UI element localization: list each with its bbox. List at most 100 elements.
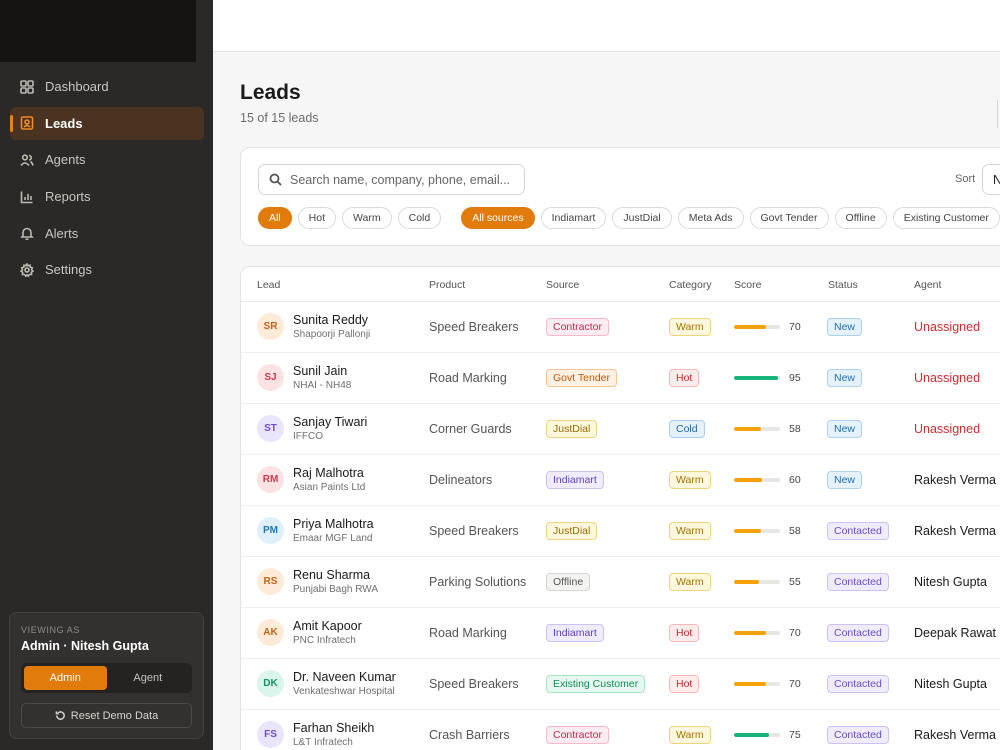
table-body: SR Sunita Reddy Shapoorji Pallonji Speed Br… bbox=[241, 302, 1000, 750]
search-input[interactable] bbox=[290, 172, 510, 187]
lead-name[interactable]: Sunita Reddy bbox=[293, 313, 369, 327]
score-cell: 60 bbox=[734, 474, 801, 486]
source-badge: JustDial bbox=[546, 522, 598, 540]
source-badge: Contractor bbox=[546, 726, 610, 744]
product-cell: Delineators bbox=[429, 473, 493, 487]
sidebar-item-reports[interactable]: Reports bbox=[10, 180, 204, 213]
sidebar-item-dashboard[interactable]: Dashboard bbox=[10, 70, 204, 103]
score-bar bbox=[734, 325, 780, 329]
col-product[interactable]: Product bbox=[429, 279, 466, 291]
agent-cell[interactable]: Nitesh Gupta bbox=[914, 677, 987, 691]
score-value: 55 bbox=[789, 576, 801, 588]
chip-category-cold[interactable]: Cold bbox=[397, 207, 442, 229]
lead-name[interactable]: Amit Kapoor bbox=[293, 619, 362, 633]
chip-source-offline[interactable]: Offline bbox=[834, 207, 887, 229]
table-row[interactable]: ST Sanjay Tiwari IFFCO Corner Guards JustDia… bbox=[241, 404, 1000, 455]
score-bar bbox=[734, 478, 780, 482]
col-source[interactable]: Source bbox=[546, 279, 580, 291]
lead-name[interactable]: Sanjay Tiwari bbox=[293, 415, 368, 429]
product-cell: Crash Barriers bbox=[429, 728, 510, 742]
agent-cell[interactable]: Rakesh Verma bbox=[914, 728, 996, 742]
sidebar: Dashboard Leads Agents Reports Alerts Se… bbox=[0, 0, 213, 750]
table-row[interactable]: FS Farhan Sheikh L&T Infratech Crash Barrie… bbox=[241, 710, 1000, 750]
source-badge: Govt Tender bbox=[546, 369, 618, 387]
col-status[interactable]: Status bbox=[828, 279, 858, 291]
score-bar bbox=[734, 529, 780, 533]
agent-cell[interactable]: Nitesh Gupta bbox=[914, 575, 987, 589]
reset-label: Reset Demo Data bbox=[70, 709, 159, 722]
lead-name[interactable]: Farhan Sheikh bbox=[293, 721, 375, 735]
chip-source-govt-tender[interactable]: Govt Tender bbox=[749, 207, 829, 229]
sidebar-item-label: Dashboard bbox=[45, 79, 109, 94]
category-badge: Hot bbox=[669, 624, 700, 642]
table-row[interactable]: SR Sunita Reddy Shapoorji Pallonji Speed Br… bbox=[241, 302, 1000, 353]
table-row[interactable]: AK Amit Kapoor PNC Infratech Road Marking In… bbox=[241, 608, 1000, 659]
table-row[interactable]: PM Priya Malhotra Emaar MGF Land Speed Brea… bbox=[241, 506, 1000, 557]
sidebar-item-agents[interactable]: Agents bbox=[10, 143, 204, 176]
lead-name[interactable]: Priya Malhotra bbox=[293, 517, 374, 531]
agent-cell[interactable]: Rakesh Verma bbox=[914, 524, 996, 538]
table-header: Lead Product Source Category Score Statu… bbox=[241, 267, 1000, 302]
avatar: AK bbox=[257, 619, 284, 646]
lead-company: IFFCO bbox=[293, 431, 323, 442]
search-icon bbox=[269, 173, 282, 186]
viewing-as-panel: VIEWING AS Admin · Nitesh Gupta Admin Ag… bbox=[9, 612, 204, 739]
sort-select[interactable]: N bbox=[982, 164, 1000, 195]
agent-cell[interactable]: Rakesh Verma bbox=[914, 473, 996, 487]
score-cell: 95 bbox=[734, 372, 801, 384]
lead-name[interactable]: Dr. Naveen Kumar bbox=[293, 670, 396, 684]
sidebar-item-settings[interactable]: Settings bbox=[10, 253, 204, 286]
sidebar-nav: Dashboard Leads Agents Reports Alerts Se… bbox=[10, 70, 204, 290]
score-bar bbox=[734, 580, 780, 584]
sidebar-item-label: Reports bbox=[45, 189, 91, 205]
chip-category-hot[interactable]: Hot bbox=[297, 207, 337, 229]
avatar: SR bbox=[257, 313, 284, 340]
status-badge: New bbox=[827, 471, 863, 489]
lead-company: NHAI - NH48 bbox=[293, 380, 352, 391]
agent-cell[interactable]: Unassigned bbox=[914, 371, 981, 385]
product-cell: Speed Breakers bbox=[429, 524, 519, 538]
role-admin-button[interactable]: Admin bbox=[24, 666, 107, 690]
header-action-button[interactable] bbox=[997, 100, 1000, 128]
col-lead[interactable]: Lead bbox=[257, 279, 281, 291]
chip-category-warm[interactable]: Warm bbox=[342, 207, 392, 229]
col-score[interactable]: Score bbox=[734, 279, 762, 291]
leads-table: Lead Product Source Category Score Statu… bbox=[240, 266, 1000, 750]
chip-source-justdial[interactable]: JustDial bbox=[612, 207, 672, 229]
chip-category-all[interactable]: All bbox=[258, 207, 292, 229]
table-row[interactable]: SJ Sunil Jain NHAI - NH48 Road Marking Govt … bbox=[241, 353, 1000, 404]
sidebar-item-alerts[interactable]: Alerts bbox=[10, 217, 204, 250]
table-row[interactable]: DK Dr. Naveen Kumar Venkateshwar Hospital S… bbox=[241, 659, 1000, 710]
score-value: 60 bbox=[789, 474, 801, 486]
table-row[interactable]: RS Renu Sharma Punjabi Bagh RWA Parking Sol… bbox=[241, 557, 1000, 608]
contact-card-icon bbox=[20, 116, 34, 130]
agent-cell[interactable]: Deepak Rawat bbox=[914, 626, 996, 640]
chip-source-all[interactable]: All sources bbox=[461, 207, 535, 229]
reset-demo-data-button[interactable]: Reset Demo Data bbox=[21, 703, 192, 728]
bell-icon bbox=[20, 226, 34, 241]
table-row[interactable]: RM Raj Malhotra Asian Paints Ltd Delineator… bbox=[241, 455, 1000, 506]
agent-cell[interactable]: Unassigned bbox=[914, 320, 981, 334]
lead-company: Shapoorji Pallonji bbox=[293, 329, 371, 340]
role-agent-button[interactable]: Agent bbox=[133, 672, 163, 684]
col-agent[interactable]: Agent bbox=[914, 279, 942, 291]
category-badge: Warm bbox=[669, 471, 711, 489]
agent-cell[interactable]: Unassigned bbox=[914, 422, 981, 436]
role-toggle: Admin Agent bbox=[21, 663, 192, 693]
sidebar-item-leads[interactable]: Leads bbox=[10, 106, 204, 140]
lead-cell: ST Sanjay Tiwari IFFCO bbox=[257, 415, 367, 442]
score-value: 58 bbox=[789, 525, 801, 537]
lead-company: PNC Infratech bbox=[293, 635, 356, 646]
product-cell: Speed Breakers bbox=[429, 677, 519, 691]
score-cell: 58 bbox=[734, 423, 801, 435]
lead-cell: SR Sunita Reddy Shapoorji Pallonji bbox=[257, 313, 370, 340]
chip-source-meta-ads[interactable]: Meta Ads bbox=[677, 207, 744, 229]
lead-cell: PM Priya Malhotra Emaar MGF Land bbox=[257, 517, 374, 544]
chip-source-indiamart[interactable]: Indiamart bbox=[540, 207, 607, 229]
lead-name[interactable]: Renu Sharma bbox=[293, 568, 371, 582]
status-badge: New bbox=[827, 318, 863, 336]
lead-name[interactable]: Sunil Jain bbox=[293, 364, 348, 378]
chip-source-existing-customer[interactable]: Existing Customer bbox=[892, 207, 1000, 229]
col-category[interactable]: Category bbox=[669, 279, 712, 291]
lead-name[interactable]: Raj Malhotra bbox=[293, 466, 364, 480]
